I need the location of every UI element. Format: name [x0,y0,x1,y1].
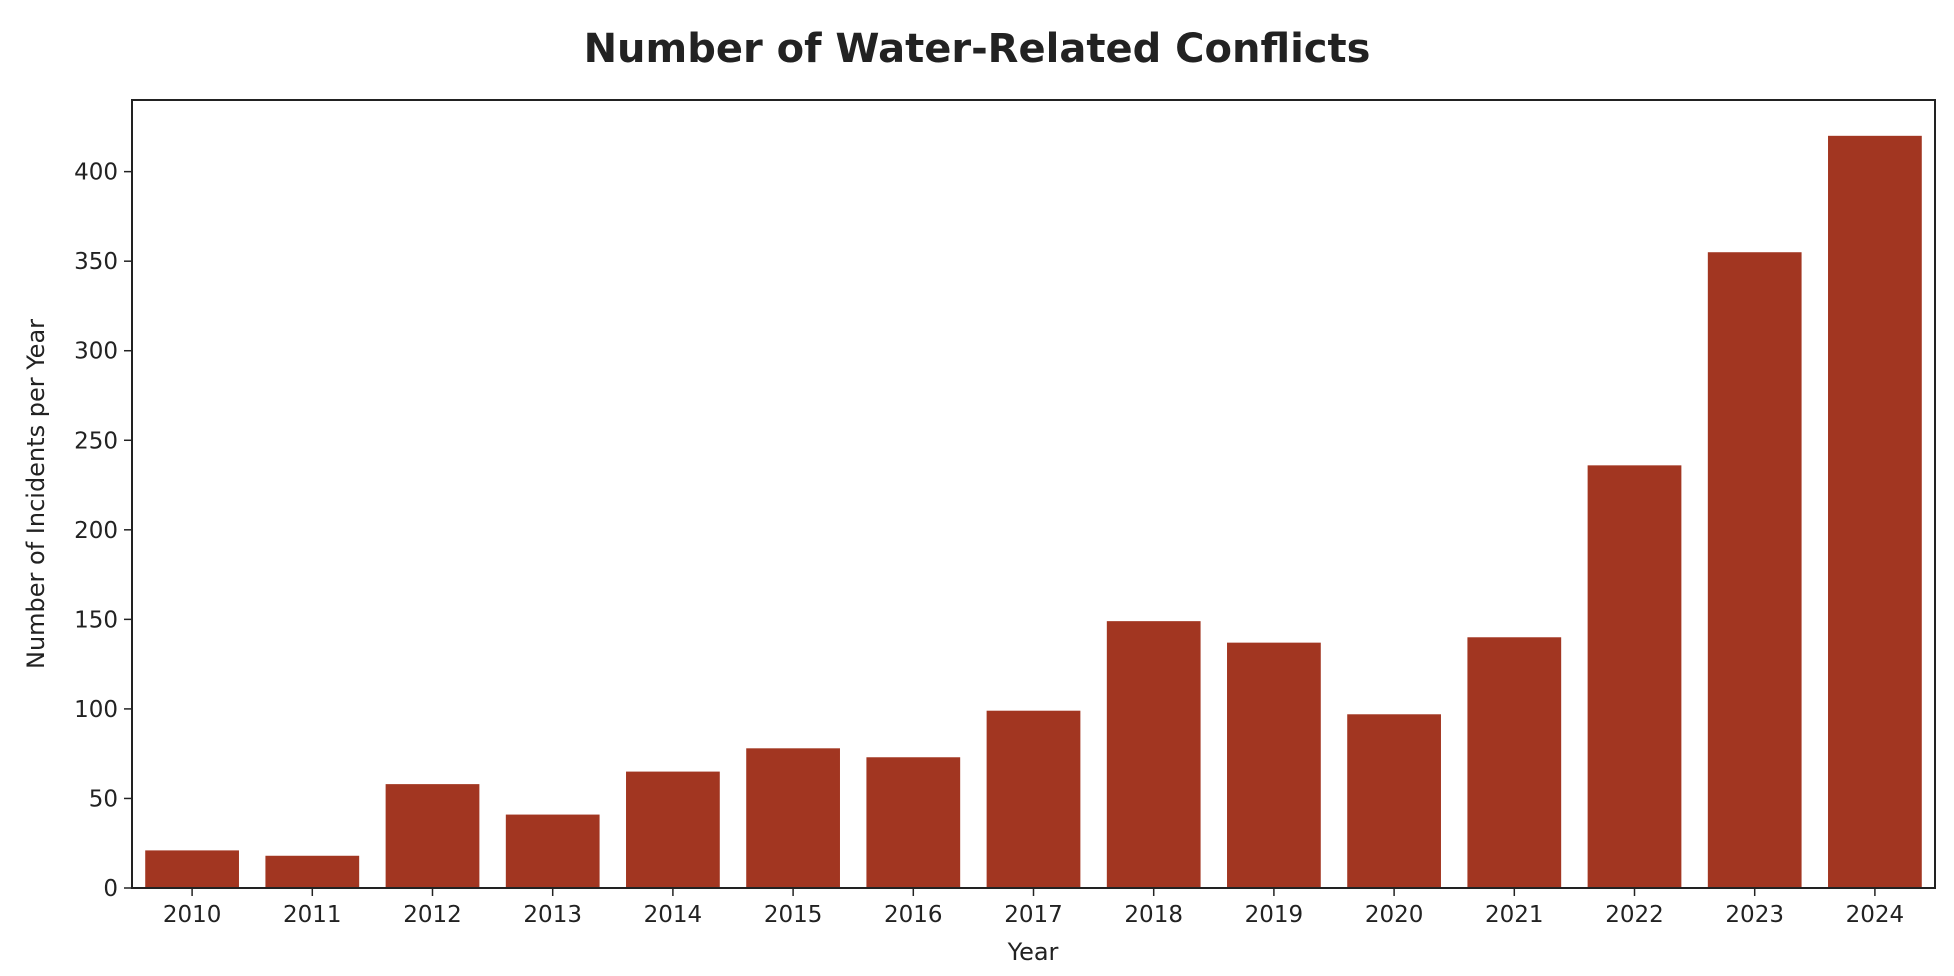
bar-2012 [385,784,480,888]
plot-frame [131,99,1936,889]
bar-2019 [1227,642,1321,888]
y-tick-label: 250 [74,428,118,454]
bar-2020 [1347,714,1441,888]
bar-2016 [866,757,961,888]
bar-2015 [746,748,840,888]
bar-2011 [265,855,360,888]
y-tick-label: 200 [74,518,118,544]
y-tick-label: 100 [74,697,118,723]
bar-2024 [1828,135,1922,888]
x-tick-label: 2015 [764,902,823,928]
x-tick-label: 2017 [1004,902,1063,928]
y-axis-label: Number of Incidents per Year [22,319,50,669]
x-tick-label: 2020 [1365,902,1424,928]
x-tick-label: 2011 [283,902,342,928]
bar-2022 [1587,465,1682,888]
bar-2018 [1106,621,1201,888]
bar-2017 [986,710,1081,888]
x-tick-label: 2019 [1245,902,1304,928]
x-tick-label: 2016 [884,902,943,928]
x-tick-label: 2010 [163,902,222,928]
bar-2013 [505,814,600,888]
x-axis-label: Year [1007,938,1059,966]
bar-2010 [145,850,239,888]
chart-title: Number of Water-Related Conflicts [584,26,1371,72]
x-tick-label: 2014 [644,902,703,928]
y-tick-label: 300 [74,339,118,365]
y-tick-label: 150 [74,607,118,633]
x-tick-label: 2018 [1124,902,1183,928]
bar-2021 [1467,637,1562,888]
x-tick-label: 2021 [1485,902,1544,928]
x-tick-label: 2012 [403,902,462,928]
y-tick-label: 50 [89,786,118,812]
y-tick-label: 0 [103,876,118,902]
y-tick-label: 400 [74,160,118,186]
bar-2023 [1707,252,1802,888]
x-tick-label: 2022 [1605,902,1664,928]
x-tick-label: 2013 [523,902,582,928]
bar-2014 [626,771,720,888]
x-tick-label: 2023 [1725,902,1784,928]
y-tick-label: 350 [74,249,118,275]
x-tick-label: 2024 [1846,902,1905,928]
